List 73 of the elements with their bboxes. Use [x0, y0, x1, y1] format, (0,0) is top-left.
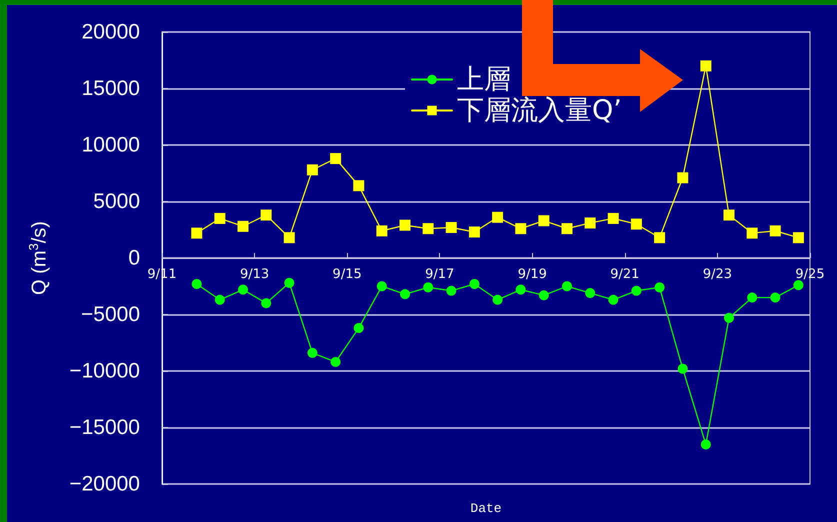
point: [793, 280, 804, 290]
point: [770, 225, 781, 236]
point: [562, 223, 572, 234]
point: [284, 278, 294, 288]
point: [376, 281, 387, 292]
point: [562, 281, 572, 292]
y-axis-title: Q (m3/s): [26, 221, 50, 295]
point: [238, 220, 248, 232]
point: [654, 282, 665, 292]
x-tick-label: 9/15: [332, 267, 362, 282]
point: [515, 223, 526, 234]
y-tick-label: 10000: [82, 134, 140, 156]
y-tick-label: 5000: [93, 190, 140, 213]
point: [306, 164, 318, 176]
point: [330, 153, 342, 164]
point: [492, 212, 504, 223]
y-tick-label: −10000: [69, 360, 140, 382]
y-tick-label: −15000: [69, 416, 140, 439]
point: [191, 228, 202, 239]
point: [678, 364, 688, 374]
y-tick-label: 15000: [82, 77, 140, 100]
point: [585, 288, 596, 298]
point: [700, 439, 711, 450]
legend-label: 下層流入量Q’: [457, 95, 622, 126]
point: [631, 286, 642, 296]
point: [330, 356, 341, 367]
point: [677, 172, 688, 184]
x-axis-title: Date: [470, 501, 502, 516]
point: [284, 232, 295, 244]
point: [654, 232, 666, 244]
point: [376, 225, 388, 236]
point: [214, 212, 226, 224]
y-tick-label: 20000: [82, 20, 140, 44]
point: [746, 228, 758, 239]
point: [630, 218, 642, 230]
x-tick-label: 9/13: [240, 267, 270, 282]
point: [747, 292, 758, 303]
x-tick-label: 9/23: [702, 267, 732, 282]
point: [400, 289, 410, 300]
y-tick-label: −20000: [69, 472, 140, 496]
point: [261, 298, 272, 308]
point: [446, 222, 457, 233]
legend-label: 上層: [457, 64, 511, 95]
point: [214, 294, 225, 305]
y-tick-label: 0: [128, 246, 140, 270]
point: [469, 278, 480, 289]
point: [516, 284, 526, 295]
point: [724, 312, 734, 323]
point: [353, 180, 364, 192]
point: [492, 294, 503, 305]
point: [608, 212, 619, 224]
point: [468, 226, 480, 238]
point: [307, 348, 318, 358]
point: [538, 290, 549, 300]
point: [423, 282, 434, 292]
x-tick-label: 9/19: [518, 267, 547, 282]
point: [238, 284, 248, 295]
point: [608, 294, 618, 305]
point: [700, 60, 712, 72]
point: [192, 278, 202, 289]
point: [770, 292, 780, 303]
x-tick-label: 9/21: [610, 267, 640, 282]
point: [446, 286, 456, 296]
y-tick-label: −5000: [81, 303, 140, 326]
point: [724, 210, 734, 221]
point: [538, 215, 550, 226]
x-tick-label: 9/17: [425, 267, 454, 282]
point: [584, 217, 596, 228]
point: [422, 223, 434, 234]
point: [400, 220, 410, 231]
point: [260, 210, 272, 221]
point: [354, 323, 364, 334]
point: [792, 232, 804, 244]
